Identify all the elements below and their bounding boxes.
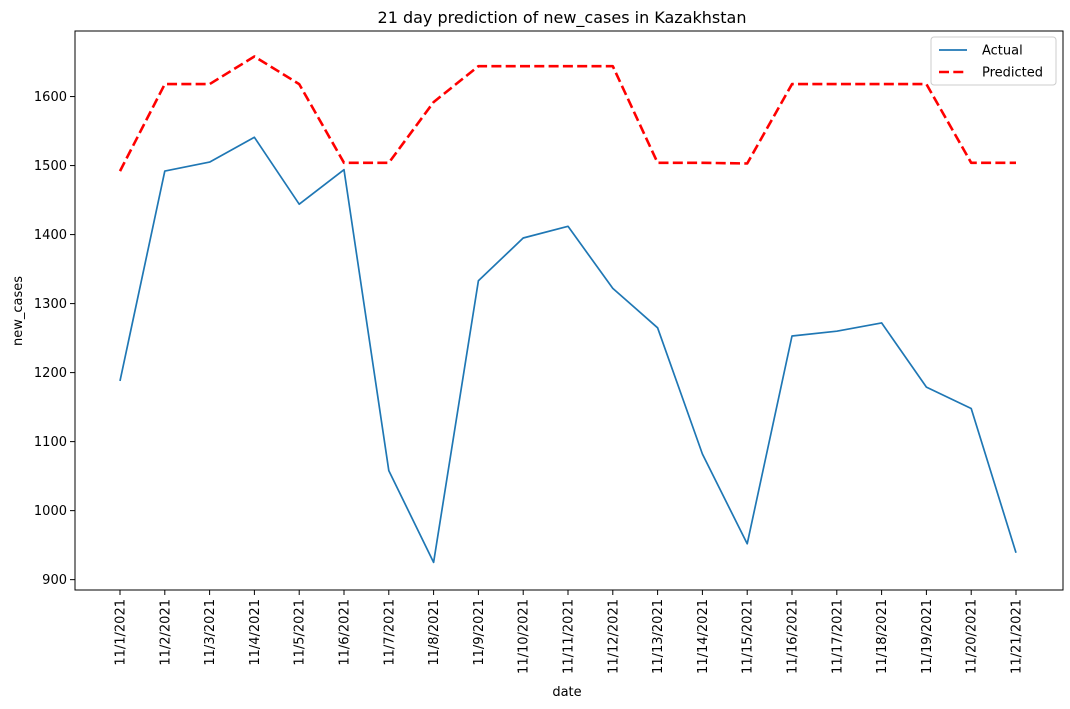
x-tick-label: 11/3/2021 bbox=[203, 599, 218, 666]
x-tick-label: 11/10/2021 bbox=[517, 599, 532, 674]
x-tick-label: 11/21/2021 bbox=[1010, 599, 1025, 674]
x-tick-label: 11/16/2021 bbox=[786, 599, 801, 674]
y-axis-label: new_cases bbox=[11, 276, 26, 346]
legend-label-actual: Actual bbox=[982, 44, 1023, 59]
x-tick-label: 11/2/2021 bbox=[158, 599, 173, 666]
y-tick-label: 1600 bbox=[34, 90, 67, 105]
x-tick-label: 11/14/2021 bbox=[696, 599, 711, 674]
chart-title: 21 day prediction of new_cases in Kazakh… bbox=[378, 8, 747, 28]
x-tick-label: 11/4/2021 bbox=[248, 599, 263, 666]
y-tick-label: 1300 bbox=[34, 297, 67, 312]
y-tick-label: 1200 bbox=[34, 366, 67, 381]
x-tick-label: 11/6/2021 bbox=[338, 599, 353, 666]
plot-frame bbox=[74, 30, 1064, 591]
x-tick-label: 11/17/2021 bbox=[830, 599, 845, 674]
x-tick-label: 11/12/2021 bbox=[606, 599, 621, 674]
y-tick-label: 1000 bbox=[34, 504, 67, 519]
x-tick-label: 11/1/2021 bbox=[114, 599, 129, 666]
x-tick-label: 11/7/2021 bbox=[382, 599, 397, 666]
x-tick-label: 11/9/2021 bbox=[472, 599, 487, 666]
x-tick-label: 11/15/2021 bbox=[741, 599, 756, 674]
y-tick-label: 1400 bbox=[34, 228, 67, 243]
plot-area: 900 1000 1100 1200 1300 1400 1500 1600 11/1/2021… bbox=[34, 55, 1025, 674]
x-tick-label: 11/18/2021 bbox=[875, 599, 890, 674]
series-line-predicted bbox=[118, 55, 1016, 172]
x-axis-label: date bbox=[552, 685, 581, 700]
legend-label-predicted: Predicted bbox=[982, 66, 1043, 81]
x-tick-label: 11/13/2021 bbox=[651, 599, 666, 674]
x-tick-label: 11/8/2021 bbox=[427, 599, 442, 666]
series-line-actual bbox=[119, 136, 1017, 564]
y-tick-label: 1100 bbox=[34, 435, 67, 450]
x-tick-label: 11/20/2021 bbox=[965, 599, 980, 674]
y-tick-label: 900 bbox=[42, 573, 67, 588]
x-tick-label: 11/19/2021 bbox=[920, 599, 935, 674]
x-tick-label: 11/5/2021 bbox=[293, 599, 308, 666]
x-tick-label: 11/11/2021 bbox=[562, 599, 577, 674]
y-tick-label: 1500 bbox=[34, 159, 67, 174]
legend: Actual Predicted bbox=[930, 36, 1057, 86]
